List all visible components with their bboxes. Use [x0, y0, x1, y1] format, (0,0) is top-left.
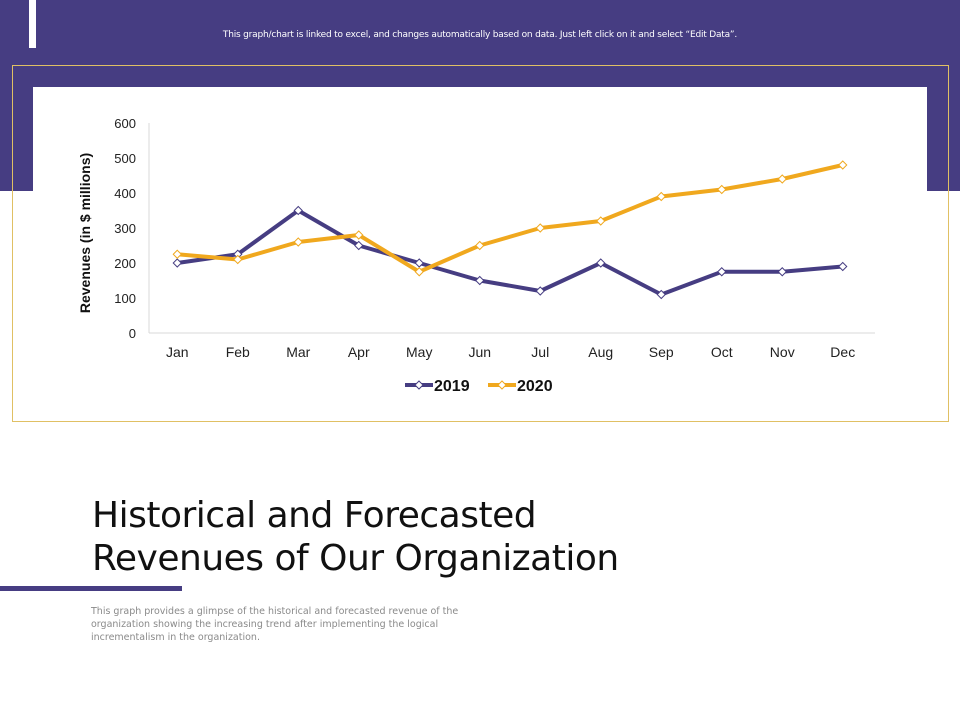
- legend-marker-2020: [497, 380, 507, 390]
- data-point-2019: [354, 240, 364, 251]
- x-tick-label: Jul: [531, 344, 549, 360]
- data-point-2020: [293, 237, 303, 247]
- slide-title: Historical and Forecasted Revenues of Ou…: [92, 494, 619, 580]
- title-underline: [0, 586, 182, 591]
- y-tick-label: 400: [114, 186, 136, 201]
- chart-frame: [12, 65, 949, 422]
- y-tick-label: 200: [114, 256, 136, 271]
- y-axis-title: Revenues (in $ millions): [77, 153, 93, 313]
- data-point-2020: [414, 267, 424, 277]
- data-point-2019: [717, 267, 727, 277]
- data-point-2020: [656, 191, 666, 202]
- legend-marker-2019: [414, 380, 424, 390]
- data-point-2019: [414, 258, 424, 268]
- data-point-2019: [475, 275, 485, 286]
- y-tick-label: 100: [114, 291, 136, 306]
- edit-data-notice: This graph/chart is linked to excel, and…: [222, 30, 738, 40]
- data-point-2019: [172, 258, 182, 268]
- data-point-2019: [838, 261, 848, 272]
- x-tick-label: Jan: [166, 344, 189, 360]
- data-point-2019: [293, 205, 303, 216]
- y-tick-label: 300: [114, 221, 136, 236]
- x-tick-label: Apr: [348, 344, 370, 360]
- title-line-2: Revenues of Our Organization: [92, 538, 619, 579]
- data-point-2019: [777, 267, 787, 277]
- y-tick-label: 600: [114, 116, 136, 131]
- x-tick-label: Dec: [830, 344, 855, 360]
- data-point-2020: [596, 216, 606, 226]
- data-point-2020: [172, 249, 182, 259]
- x-tick-label: Aug: [588, 344, 613, 360]
- data-point-2020: [777, 174, 787, 184]
- y-tick-label: 0: [129, 326, 136, 341]
- x-tick-label: Feb: [226, 344, 250, 360]
- data-point-2020: [475, 240, 485, 251]
- series-line-2019: [176, 208, 843, 297]
- x-tick-label: May: [406, 344, 432, 360]
- data-point-2020: [838, 160, 848, 170]
- legend-label-2019: 2019: [434, 378, 470, 395]
- legend-label-2020: 2020: [517, 378, 553, 395]
- x-tick-label: Nov: [770, 344, 795, 360]
- data-point-2019: [596, 258, 606, 268]
- x-tick-label: Sep: [649, 344, 674, 360]
- slide-description: This graph provides a glimpse of the his…: [91, 606, 459, 643]
- x-tick-label: Jun: [468, 344, 491, 360]
- chart-container[interactable]: 0 100 200 300 400 500 600 Jan Feb Mar Apr May Jun Jul…: [33, 87, 927, 395]
- data-point-2020: [354, 230, 364, 240]
- data-point-2020: [717, 184, 727, 195]
- revenue-line-chart[interactable]: 0 100 200 300 400 500 600 Jan Feb Mar Apr May Jun Jul…: [33, 87, 927, 407]
- series-line-2020: [177, 163, 844, 274]
- accent-bar: [29, 0, 36, 48]
- y-tick-label: 500: [114, 151, 136, 166]
- data-point-2019: [535, 286, 545, 296]
- x-tick-label: Oct: [711, 344, 733, 360]
- data-point-2019: [656, 289, 666, 300]
- data-point-2020: [535, 223, 545, 233]
- x-tick-label: Mar: [286, 344, 310, 360]
- data-point-2020: [233, 254, 243, 265]
- title-line-1: Historical and Forecasted: [92, 495, 537, 536]
